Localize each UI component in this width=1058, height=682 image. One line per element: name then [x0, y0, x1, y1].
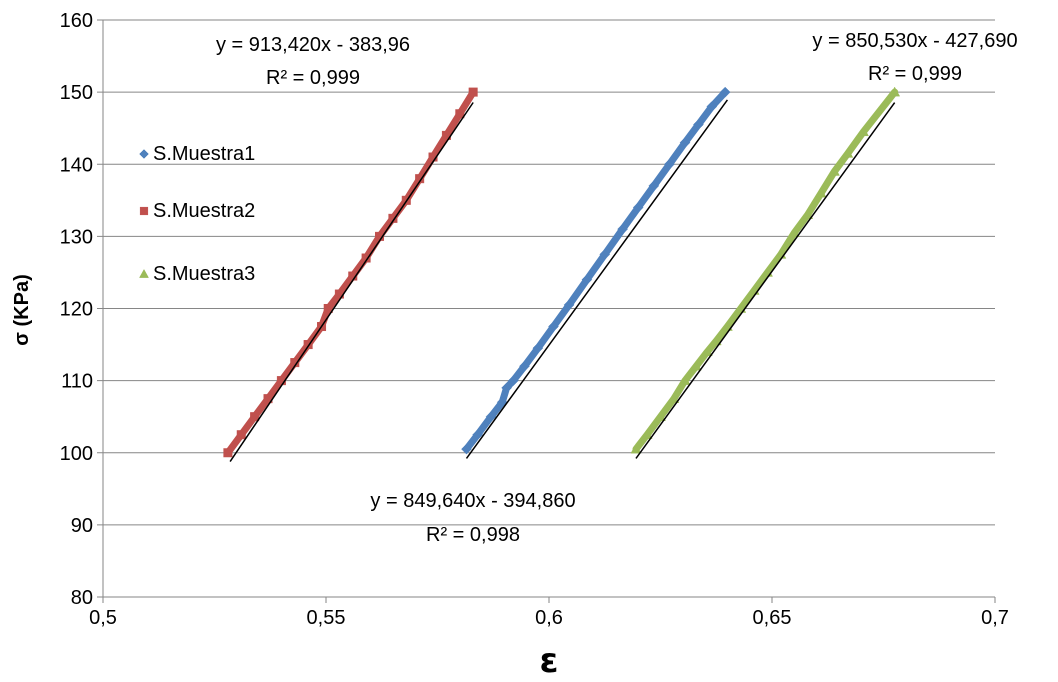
data-point [532, 342, 544, 354]
series-2 [223, 87, 478, 458]
legend: S.Muestra1 S.Muestra2 S.Muestra3 [139, 143, 255, 285]
trendline [635, 102, 896, 459]
data-point [679, 137, 691, 148]
series-3 [630, 86, 901, 454]
y-tick-label: 150 [60, 82, 93, 104]
data-point [889, 86, 901, 97]
data-point [664, 158, 675, 170]
data-point [468, 87, 478, 97]
data-point [829, 165, 840, 176]
data-point [223, 448, 233, 458]
trendline [465, 99, 729, 459]
series-layer [223, 86, 901, 458]
data-point [701, 346, 713, 357]
data-point [842, 147, 854, 158]
r-squared-label-series1: R² = 0,998 [426, 524, 520, 546]
data-point [415, 174, 425, 184]
y-tick-label: 130 [60, 226, 93, 248]
data-point [485, 411, 497, 423]
data-point [693, 119, 704, 130]
data-point [461, 443, 472, 455]
y-tick-labels: 80 90 100 110 120 130 140 150 160 [60, 10, 103, 609]
series-1 [461, 86, 731, 455]
legend-marker [139, 268, 149, 278]
legend-marker [139, 206, 149, 216]
legend-label: S.Muestra2 [153, 200, 255, 222]
data-point [630, 443, 642, 454]
x-axis-title: ε [540, 641, 559, 681]
data-point [655, 411, 666, 421]
data-point [599, 249, 611, 260]
legend-item-2: S.Muestra2 [139, 200, 255, 222]
data-point [788, 227, 800, 238]
gridlines [103, 19, 995, 526]
y-tick-label: 110 [61, 371, 93, 393]
data-point [641, 429, 653, 439]
data-point [323, 304, 333, 313]
legend-item-3: S.Muestra3 [139, 263, 255, 285]
x-tick-label: 0,6 [535, 607, 563, 629]
y-tick-label: 160 [60, 10, 93, 32]
data-point [668, 393, 680, 403]
data-point [690, 360, 702, 371]
data-point [648, 180, 660, 192]
y-tick-label: 100 [60, 443, 93, 465]
data-point [719, 86, 731, 98]
data-point [303, 340, 313, 350]
data-point [632, 202, 644, 213]
equation-label-series1: y = 849,640x - 394,860 [370, 490, 575, 512]
data-point [858, 126, 869, 137]
y-tick-label: 140 [60, 154, 93, 176]
trendline [229, 102, 474, 462]
x-tick-label: 0,7 [981, 607, 1009, 629]
data-point [236, 430, 246, 440]
r-squared-label-series3: R² = 0,999 [868, 63, 962, 85]
data-point [250, 412, 260, 422]
data-point [472, 429, 483, 441]
data-point [548, 321, 559, 332]
y-tick-label: 90 [71, 515, 93, 537]
x-tick-label: 0,55 [307, 607, 346, 629]
r-squared-label-series2: R² = 0,999 [266, 67, 360, 89]
legend-item-1: S.Muestra1 [139, 143, 255, 165]
data-point [581, 274, 593, 286]
data-point [706, 101, 718, 112]
y-axis-title: σ (KPa) [11, 274, 33, 345]
data-point [455, 109, 465, 119]
equation-label-series2: y = 913,420x - 383,96 [216, 34, 410, 56]
legend-marker [139, 149, 149, 159]
equation-label-series3: y = 850,530x - 427,690 [812, 30, 1017, 52]
data-point [501, 382, 512, 394]
x-tick-labels: 0,5 0,55 0,6 0,65 0,7 [89, 597, 1009, 629]
data-point [710, 335, 722, 346]
y-tick-label: 80 [71, 587, 93, 609]
legend-label: S.Muestra3 [153, 263, 255, 285]
trendline-layer [229, 99, 896, 462]
x-tick-label: 0,65 [753, 607, 792, 629]
data-point [388, 213, 398, 223]
data-point [815, 187, 827, 198]
data-point [617, 223, 628, 235]
y-tick-label: 120 [60, 299, 93, 321]
legend-label: S.Muestra1 [153, 143, 255, 165]
data-point [361, 253, 371, 263]
data-point [563, 299, 575, 311]
data-point [507, 375, 519, 386]
x-tick-label: 0,5 [89, 607, 117, 629]
data-point [519, 360, 530, 372]
data-point [679, 375, 691, 385]
data-point [802, 209, 814, 219]
